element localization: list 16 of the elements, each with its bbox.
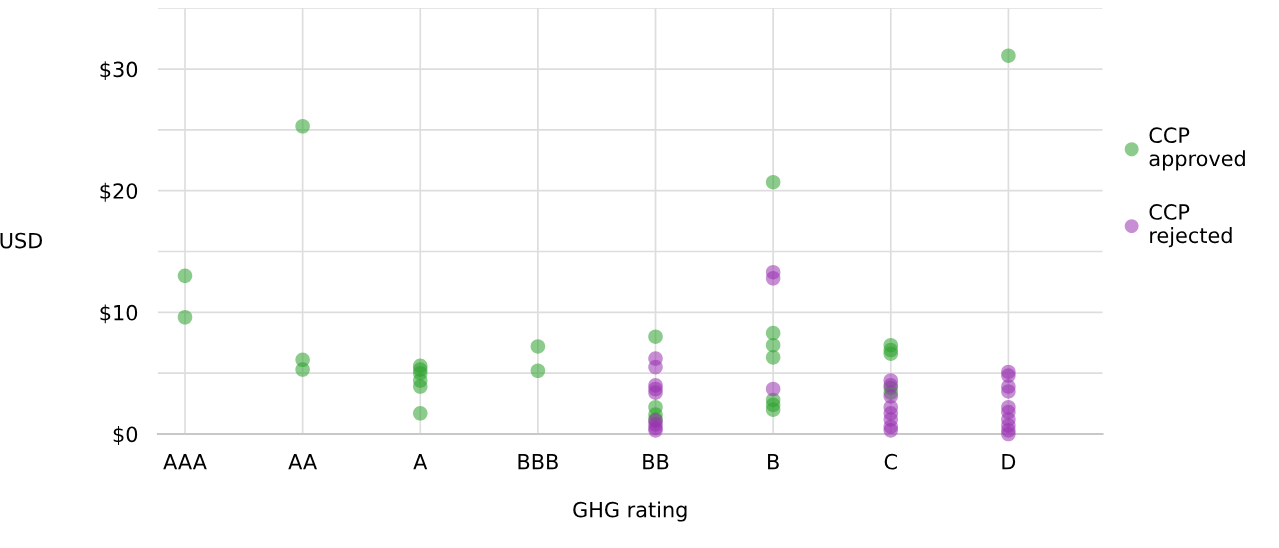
x-tick-label: BBB <box>518 454 558 470</box>
y-axis-title: USD <box>0 232 43 249</box>
x-tick-label: D <box>1002 454 1016 470</box>
y-tick-label: $10 <box>100 304 138 324</box>
x-tick-label: B <box>768 454 779 470</box>
x-tick-label: AA <box>288 454 317 470</box>
x-tick-label: BB <box>643 454 669 470</box>
y-tick-label: $20 <box>100 182 138 202</box>
y-tick-label: $0 <box>113 426 138 445</box>
x-tick-label: C <box>884 453 897 470</box>
x-tick-label: A <box>413 454 428 470</box>
x-axis-title: GHG rating <box>573 501 687 522</box>
x-tick-label: AAA <box>163 454 207 470</box>
legend-label: CCP approved <box>1149 127 1245 171</box>
y-tick-label: $30 <box>100 61 138 81</box>
legend-label: CCP rejected <box>1149 204 1232 248</box>
